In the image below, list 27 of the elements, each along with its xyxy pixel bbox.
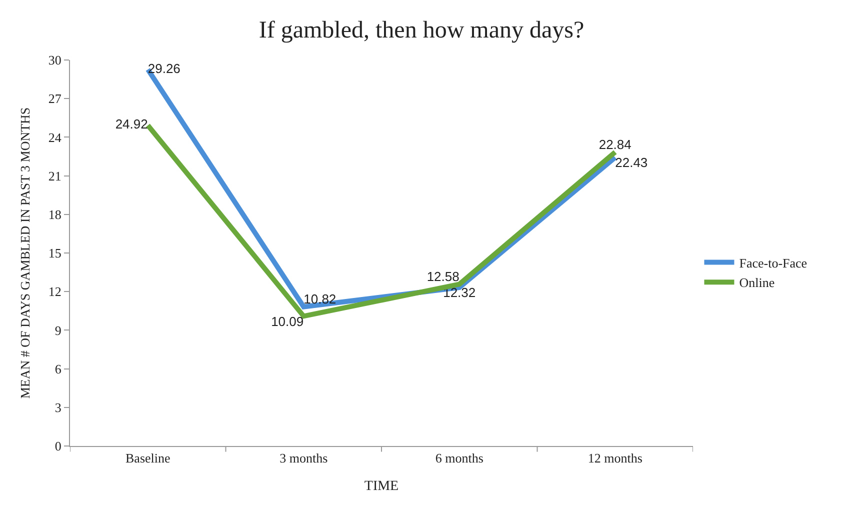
chart-title: If gambled, then how many days?	[258, 17, 584, 44]
y-tick-label: 12	[48, 284, 62, 300]
y-tick-label: 30	[48, 52, 62, 68]
x-tick-label: Baseline	[125, 450, 170, 466]
y-tick-label: 0	[54, 438, 62, 454]
y-tick-label: 6	[54, 361, 62, 376]
legend-label: Face-to-Face	[739, 255, 808, 270]
data-label: 22.84	[598, 136, 632, 152]
y-tick-label: 24	[48, 130, 62, 145]
data-label: 24.92	[115, 116, 148, 132]
x-tick-label: 12 months	[588, 450, 642, 466]
data-label: 12.58	[426, 268, 460, 284]
x-axis-title: TIME	[364, 478, 399, 494]
x-tick-label: 6 months	[435, 450, 484, 466]
y-tick-label: 9	[54, 322, 62, 338]
y-tick-label: 18	[48, 206, 62, 222]
data-label: 12.32	[443, 285, 476, 300]
data-label: 22.43	[615, 155, 648, 170]
y-axis-title: MEAN # OF DAYS GAMBLED IN PAST 3 MONTHS	[17, 107, 32, 399]
x-tick-label: 3 months	[280, 450, 328, 466]
y-tick-label: 27	[48, 91, 62, 106]
data-label: 29.26	[148, 60, 180, 76]
data-label: 10.09	[271, 314, 304, 329]
y-tick-label: 3	[54, 400, 62, 415]
y-tick-label: 21	[48, 168, 62, 184]
legend-label: Online	[739, 275, 775, 290]
y-tick-label: 15	[48, 246, 62, 261]
